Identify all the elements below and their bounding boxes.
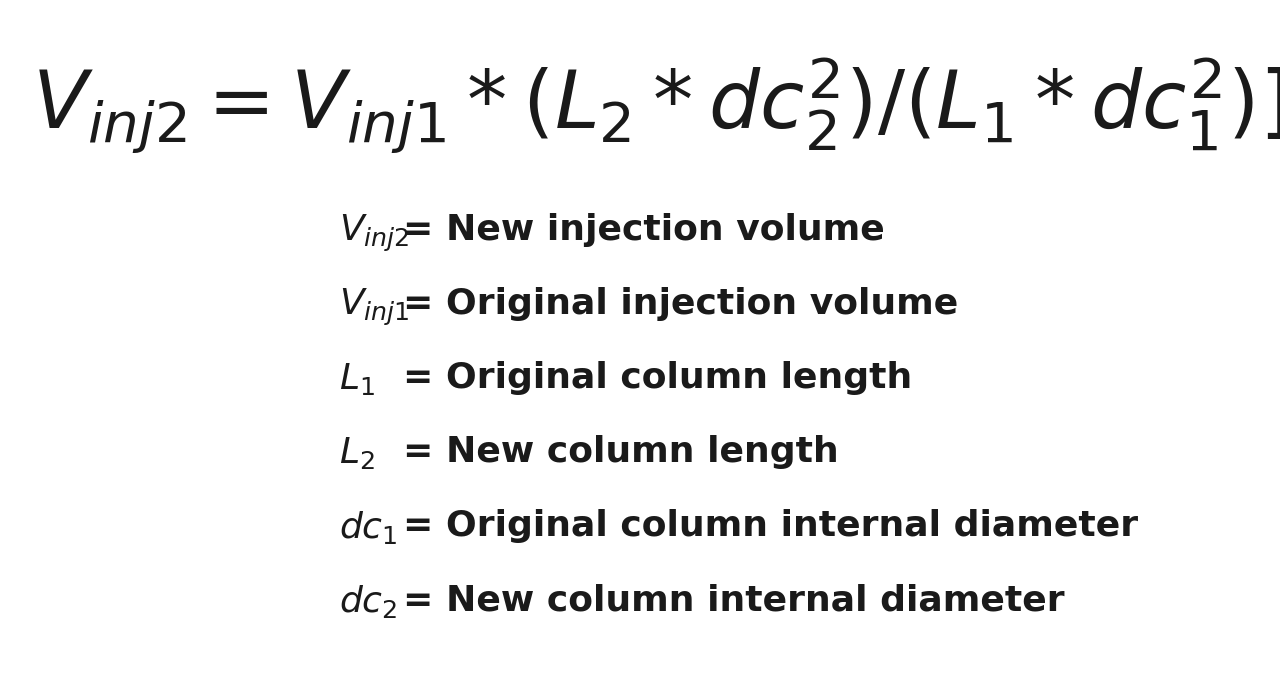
Text: $dc_2$: $dc_2$ — [339, 583, 398, 620]
Text: = New injection volume: = New injection volume — [403, 213, 884, 247]
Text: $L_1$: $L_1$ — [339, 361, 375, 397]
Text: $V_{inj2}$: $V_{inj2}$ — [339, 213, 410, 254]
Text: = New column length: = New column length — [403, 435, 838, 469]
Text: $\it{V}_{inj2} = \it{V}_{inj1} * (\it{L}_2 * \it{dc}_2^{2})/(\it{L}_1 * \it{dc}_: $\it{V}_{inj2} = \it{V}_{inj1} * (\it{L}… — [32, 55, 1280, 155]
Text: = Original column internal diameter: = Original column internal diameter — [403, 509, 1138, 543]
Text: $dc_1$: $dc_1$ — [339, 509, 398, 546]
Text: $L_2$: $L_2$ — [339, 435, 375, 471]
Text: = Original column length: = Original column length — [403, 361, 913, 395]
Text: = New column internal diameter: = New column internal diameter — [403, 583, 1065, 617]
Text: $V_{inj1}$: $V_{inj1}$ — [339, 287, 410, 328]
Text: = Original injection volume: = Original injection volume — [403, 287, 959, 321]
